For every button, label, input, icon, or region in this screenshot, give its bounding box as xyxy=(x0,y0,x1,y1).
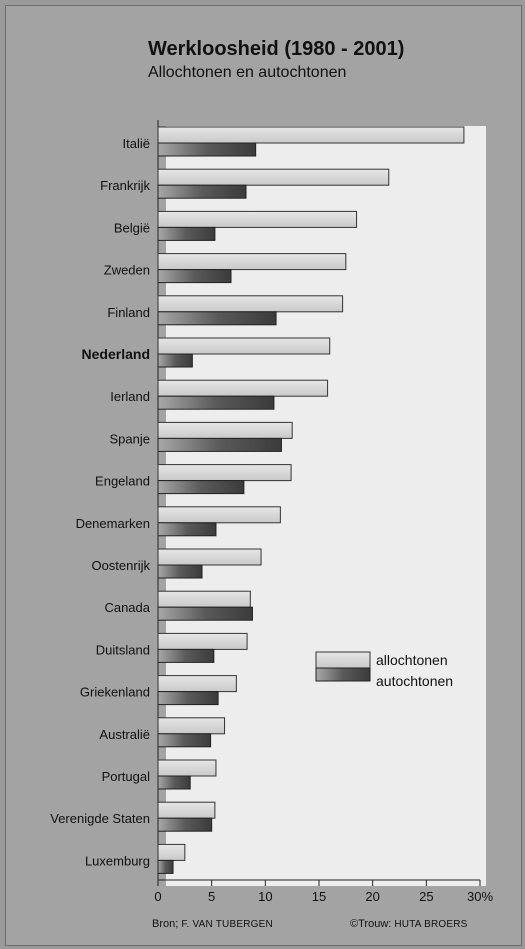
bar-allochtonen xyxy=(157,253,347,271)
bar-allochtonen xyxy=(157,759,217,777)
bar-autochtonen xyxy=(157,606,253,621)
bar-autochtonen xyxy=(157,775,191,790)
category-label: Spanje xyxy=(110,431,150,446)
x-tick-label: 30% xyxy=(467,889,493,904)
x-tick-label: 25 xyxy=(419,889,433,904)
category-label: Australië xyxy=(99,727,150,742)
copyright-name: HUTA BROERS xyxy=(394,919,468,930)
x-tick-label: 0 xyxy=(154,889,161,904)
bar-allochtonen xyxy=(157,295,344,313)
bar-allochtonen xyxy=(157,843,186,861)
category-label: Oostenrijk xyxy=(91,558,150,573)
bar-autochtonen xyxy=(157,437,282,452)
bar-autochtonen xyxy=(157,269,232,284)
category-label: België xyxy=(114,220,150,235)
category-label: Frankrijk xyxy=(100,178,150,193)
bar-autochtonen xyxy=(157,226,216,241)
plot-background xyxy=(166,126,486,886)
category-label: Ierland xyxy=(110,389,150,404)
category-label: Duitsland xyxy=(96,642,150,657)
source-prefix: Bron; xyxy=(152,918,182,930)
legend-swatch-autochtonen xyxy=(315,667,371,682)
bar-allochtonen xyxy=(157,464,292,482)
copyright-credit: ©Trouw: HUTA BROERS xyxy=(350,918,468,930)
x-tick-label: 15 xyxy=(312,889,326,904)
bar-autochtonen xyxy=(157,353,193,368)
bar-allochtonen xyxy=(157,421,293,439)
category-label: Canada xyxy=(104,600,150,615)
bar-autochtonen xyxy=(157,733,212,748)
chart-title: Werkloosheid (1980 - 2001) xyxy=(148,38,405,60)
legend-label-autochtonen: autochtonen xyxy=(376,673,453,689)
bar-autochtonen xyxy=(157,564,203,579)
bar-allochtonen xyxy=(157,126,465,144)
bar-allochtonen xyxy=(157,632,248,650)
bar-allochtonen xyxy=(157,548,262,566)
bar-autochtonen xyxy=(157,395,275,410)
category-label: Luxemburg xyxy=(85,853,150,868)
bar-allochtonen xyxy=(157,379,329,397)
bar-autochtonen xyxy=(157,311,277,326)
bar-allochtonen xyxy=(157,717,226,735)
category-label: Zweden xyxy=(104,263,150,278)
category-label: Finland xyxy=(107,305,150,320)
bar-allochtonen xyxy=(157,506,281,524)
copyright-prefix: ©Trouw: xyxy=(350,918,395,930)
category-label: Italië xyxy=(123,136,150,151)
legend-swatch-allochtonen xyxy=(315,651,371,669)
bar-autochtonen xyxy=(157,648,215,663)
bar-autochtonen xyxy=(157,480,245,495)
chart-subtitle: Allochtonen en autochtonen xyxy=(148,64,347,81)
bar-autochtonen xyxy=(157,142,257,157)
category-label: Denemarken xyxy=(76,516,150,531)
bar-allochtonen xyxy=(157,675,237,693)
x-tick-label: 10 xyxy=(258,889,272,904)
source-credit: Bron; F. VAN TUBERGEN xyxy=(152,918,273,930)
x-tick-label: 5 xyxy=(208,889,215,904)
x-tick-label: 20 xyxy=(365,889,379,904)
category-label: Griekenland xyxy=(80,685,150,700)
bar-allochtonen xyxy=(157,210,358,228)
bar-autochtonen xyxy=(157,691,219,706)
category-label: Nederland xyxy=(82,346,150,362)
bar-allochtonen xyxy=(157,337,331,355)
legend-label-allochtonen: allochtonen xyxy=(376,652,448,668)
category-label: Portugal xyxy=(102,769,151,784)
bar-autochtonen xyxy=(157,859,174,874)
bar-autochtonen xyxy=(157,817,213,832)
bar-allochtonen xyxy=(157,168,390,186)
source-name: F. VAN TUBERGEN xyxy=(181,919,273,930)
bar-allochtonen xyxy=(157,801,216,819)
category-label: Verenigde Staten xyxy=(50,811,150,826)
bar-allochtonen xyxy=(157,590,251,608)
chart-frame xyxy=(5,5,522,946)
bar-autochtonen xyxy=(157,522,217,537)
category-label: Engeland xyxy=(95,474,150,489)
bar-autochtonen xyxy=(157,184,247,199)
